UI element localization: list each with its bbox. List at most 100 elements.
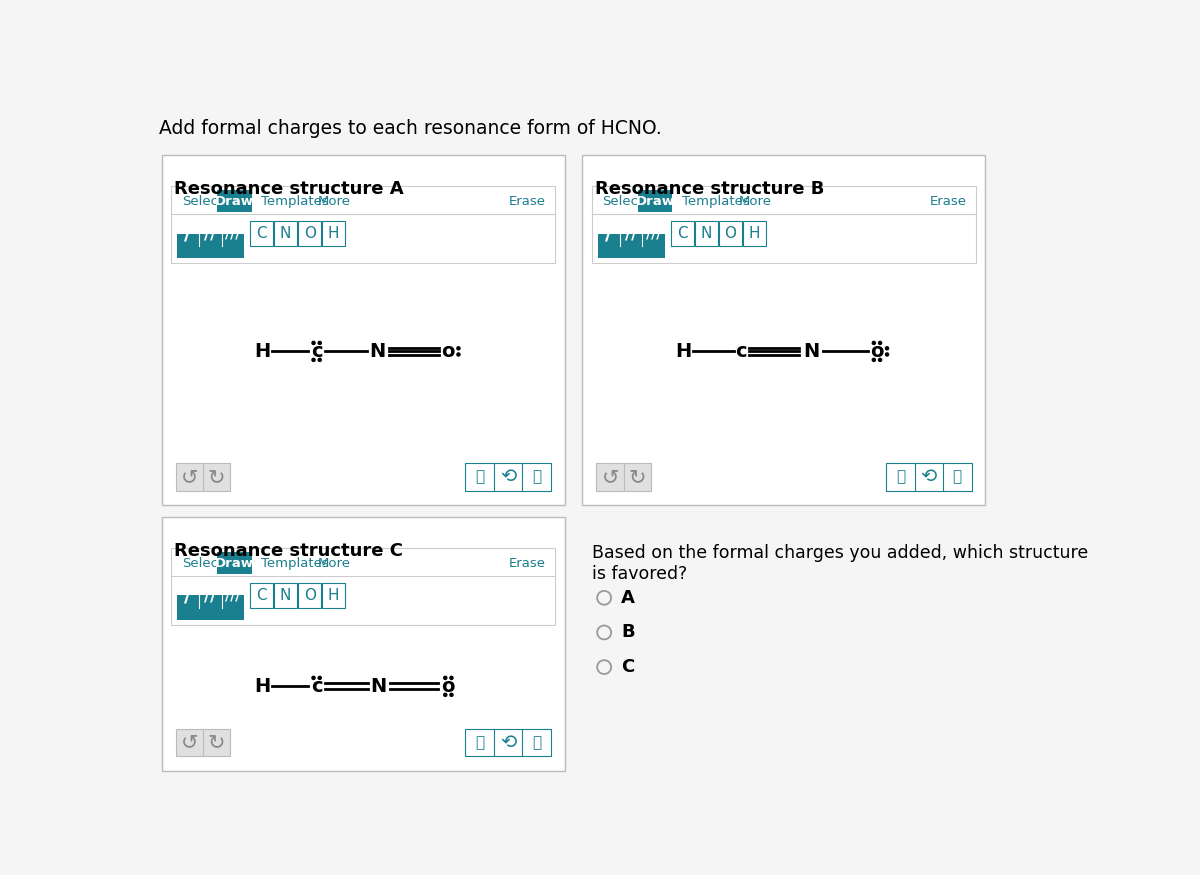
Text: 🔍: 🔍 (896, 469, 905, 485)
Bar (887, 463, 972, 491)
Text: More: More (739, 195, 772, 207)
Text: 🔍: 🔍 (532, 735, 541, 750)
Text: ///: /// (224, 227, 240, 241)
Text: N: N (368, 342, 385, 360)
Bar (217, 191, 252, 212)
Text: c: c (736, 342, 748, 360)
Text: N: N (280, 588, 292, 603)
Text: B: B (622, 624, 635, 641)
Circle shape (318, 341, 322, 345)
Text: Draw: Draw (215, 195, 254, 207)
Bar (298, 583, 322, 608)
Text: O: O (304, 588, 316, 603)
Bar (162, 155, 565, 506)
Text: ↻: ↻ (208, 467, 224, 486)
Text: More: More (318, 195, 352, 207)
Text: /: / (185, 224, 192, 243)
Text: C: C (257, 226, 266, 242)
Text: Erase: Erase (509, 195, 546, 207)
Text: H: H (676, 342, 691, 360)
Text: //: // (204, 586, 216, 605)
Bar (175, 463, 230, 491)
Text: Draw: Draw (215, 556, 254, 570)
Text: H: H (254, 677, 270, 696)
Text: ↺: ↺ (181, 732, 198, 752)
Circle shape (318, 359, 322, 361)
Text: Select: Select (181, 556, 223, 570)
Circle shape (457, 353, 460, 356)
Text: 🔍: 🔍 (532, 469, 541, 485)
Circle shape (872, 359, 876, 361)
Bar (719, 221, 742, 246)
Bar (175, 729, 230, 756)
Bar (695, 221, 718, 246)
Bar (322, 221, 346, 246)
Text: Add formal charges to each resonance form of HCNO.: Add formal charges to each resonance for… (160, 119, 662, 138)
Circle shape (312, 676, 316, 679)
Circle shape (450, 676, 454, 679)
Text: Resonance structure B: Resonance structure B (595, 179, 824, 198)
Bar (274, 221, 298, 246)
Bar (322, 583, 346, 608)
Bar (592, 186, 976, 262)
Text: More: More (318, 556, 352, 570)
Bar (298, 221, 322, 246)
Text: 🔍: 🔍 (953, 469, 962, 485)
Circle shape (444, 693, 446, 696)
Text: ⟲: ⟲ (920, 467, 937, 486)
Circle shape (312, 341, 316, 345)
Bar (170, 548, 556, 625)
Circle shape (878, 359, 882, 361)
Circle shape (318, 676, 322, 679)
Circle shape (878, 341, 882, 345)
Text: c: c (311, 677, 323, 696)
Text: H: H (328, 226, 340, 242)
Text: N: N (701, 226, 712, 242)
Text: Resonance structure C: Resonance structure C (174, 542, 403, 560)
Text: Resonance structure A: Resonance structure A (174, 179, 403, 198)
Text: Templates: Templates (260, 556, 329, 570)
Text: /: / (605, 224, 613, 243)
Text: 🔍: 🔍 (475, 469, 484, 485)
Text: H: H (328, 588, 340, 603)
Text: ///: /// (224, 589, 240, 603)
Bar (250, 221, 274, 246)
Text: ///: /// (646, 227, 661, 241)
Bar (170, 186, 556, 262)
Bar (466, 463, 551, 491)
Circle shape (457, 346, 460, 350)
Text: o: o (442, 342, 455, 360)
Text: ↻: ↻ (628, 467, 646, 486)
Circle shape (886, 346, 888, 350)
Text: is favored?: is favored? (592, 564, 686, 583)
Text: ↻: ↻ (208, 732, 224, 752)
Text: ↺: ↺ (601, 467, 619, 486)
Text: Draw: Draw (636, 195, 674, 207)
Text: Templates: Templates (260, 195, 329, 207)
Text: A: A (622, 589, 635, 606)
Text: //: // (625, 225, 637, 242)
Bar (178, 596, 244, 620)
Circle shape (444, 676, 446, 679)
Circle shape (872, 341, 876, 345)
Text: Templates: Templates (682, 195, 749, 207)
Circle shape (450, 693, 454, 696)
Circle shape (312, 359, 316, 361)
Text: /: / (185, 585, 192, 605)
Bar (178, 234, 244, 258)
Text: N: N (280, 226, 292, 242)
Bar (671, 221, 694, 246)
Text: //: // (204, 225, 216, 242)
Text: Select: Select (602, 195, 644, 207)
Bar (598, 234, 665, 258)
Bar (250, 583, 274, 608)
Text: ⟲: ⟲ (500, 733, 516, 752)
Text: O: O (304, 226, 316, 242)
Bar (466, 729, 551, 756)
Text: ⟲: ⟲ (500, 467, 516, 486)
Text: C: C (622, 658, 635, 676)
Text: H: H (254, 342, 270, 360)
Text: N: N (803, 342, 820, 360)
Text: N: N (371, 677, 386, 696)
Bar (596, 463, 650, 491)
